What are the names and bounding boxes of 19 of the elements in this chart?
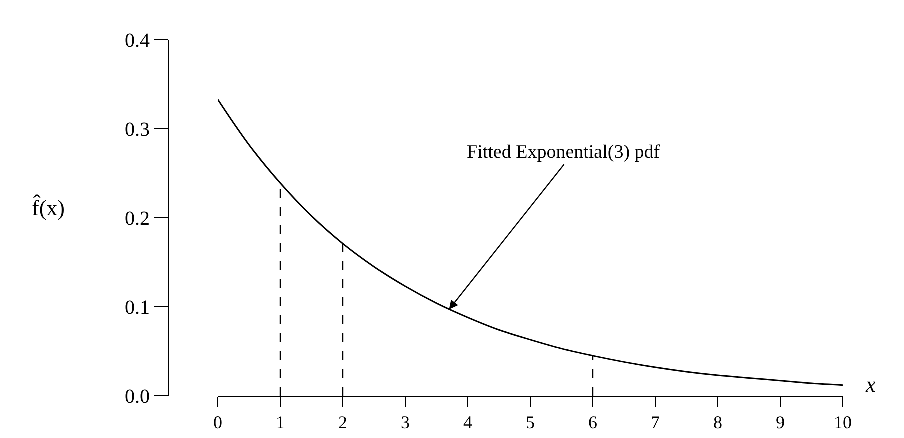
x-tick-label: 1 [276, 412, 285, 433]
x-tick-label: 0 [214, 412, 222, 433]
y-axis-title: f̂(x) [32, 194, 65, 220]
x-tick-label: 7 [651, 412, 660, 433]
y-tick-label: 0.3 [125, 119, 150, 141]
x-tick-label: 9 [776, 412, 785, 433]
x-tick-label: 3 [401, 412, 410, 433]
x-tick-label: 2 [338, 412, 348, 433]
y-tick-label: 0.2 [125, 208, 150, 230]
x-tick-label: 8 [714, 412, 722, 433]
annotation: Fitted Exponential(3) pdf [467, 142, 661, 163]
y-tick-label: 0.4 [125, 30, 150, 52]
y-tick-label: 0.1 [125, 297, 150, 319]
x-tick-label: 6 [588, 412, 598, 433]
x-axis-title: x [865, 372, 876, 397]
y-tick-label: 0.0 [125, 386, 150, 408]
x-tick-label: 10 [834, 412, 852, 433]
x-tick-label: 5 [526, 412, 535, 433]
x-tick-label: 4 [464, 412, 472, 433]
